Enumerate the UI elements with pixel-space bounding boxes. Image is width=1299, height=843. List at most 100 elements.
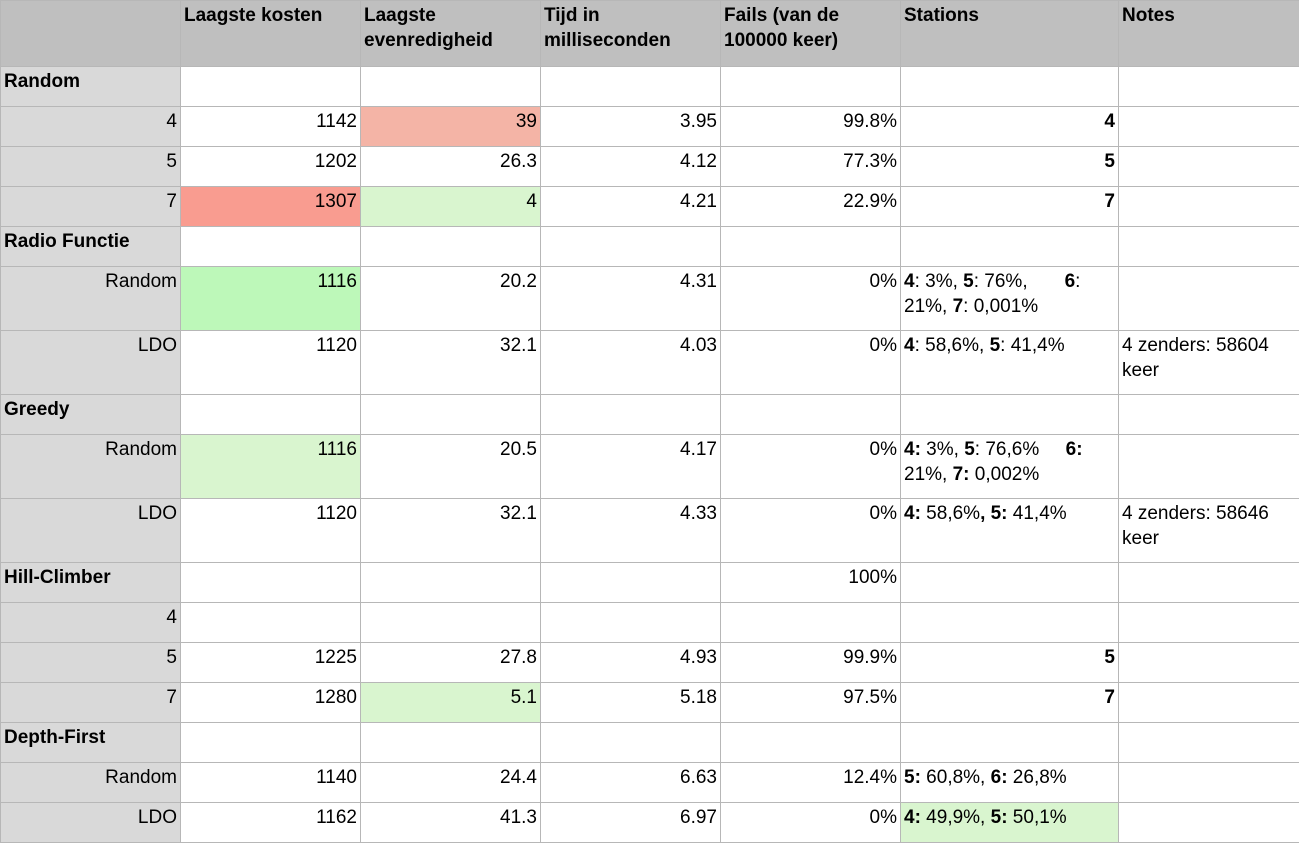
stations-cell[interactable]: 5: 60,8%, 6: 26,8% xyxy=(901,763,1119,803)
notes-cell[interactable] xyxy=(1119,147,1299,187)
fails-cell[interactable]: 99.9% xyxy=(721,643,901,683)
cell[interactable] xyxy=(901,563,1119,603)
tijd-cell[interactable]: 4.33 xyxy=(541,499,721,563)
tijd-cell[interactable]: 4.21 xyxy=(541,187,721,227)
evenredigheid-cell[interactable]: 5.1 xyxy=(361,683,541,723)
kosten-cell[interactable]: 1120 xyxy=(181,499,361,563)
notes-cell[interactable] xyxy=(1119,603,1299,643)
group-label[interactable]: Radio Functie xyxy=(1,227,181,267)
stations-cell[interactable]: 4: 58,6%, 5: 41,4% xyxy=(901,331,1119,395)
kosten-cell[interactable]: 1116 xyxy=(181,267,361,331)
cell[interactable] xyxy=(721,723,901,763)
notes-cell[interactable] xyxy=(1119,643,1299,683)
notes-cell[interactable]: 4 zenders: 58604 keer xyxy=(1119,331,1299,395)
tijd-cell[interactable]: 4.93 xyxy=(541,643,721,683)
evenredigheid-cell[interactable]: 20.5 xyxy=(361,435,541,499)
tijd-cell[interactable]: 3.95 xyxy=(541,107,721,147)
tijd-cell[interactable]: 5.18 xyxy=(541,683,721,723)
kosten-cell[interactable]: 1280 xyxy=(181,683,361,723)
row-label[interactable]: Random xyxy=(1,267,181,331)
header-tijd[interactable]: Tijd in milliseconden xyxy=(541,1,721,67)
notes-cell[interactable] xyxy=(1119,803,1299,843)
cell[interactable] xyxy=(1119,723,1299,763)
kosten-cell[interactable]: 1307 xyxy=(181,187,361,227)
kosten-cell[interactable]: 1202 xyxy=(181,147,361,187)
header-corner[interactable] xyxy=(1,1,181,67)
cell[interactable] xyxy=(721,67,901,107)
cell[interactable] xyxy=(721,227,901,267)
evenredigheid-cell[interactable] xyxy=(361,603,541,643)
tijd-cell[interactable]: 6.63 xyxy=(541,763,721,803)
cell[interactable] xyxy=(901,723,1119,763)
row-label[interactable]: 4 xyxy=(1,603,181,643)
cell[interactable] xyxy=(361,395,541,435)
evenredigheid-cell[interactable]: 26.3 xyxy=(361,147,541,187)
tijd-cell[interactable]: 4.12 xyxy=(541,147,721,187)
cell[interactable] xyxy=(181,227,361,267)
cell[interactable] xyxy=(541,227,721,267)
row-label[interactable]: LDO xyxy=(1,803,181,843)
stations-cell[interactable]: 7 xyxy=(901,187,1119,227)
evenredigheid-cell[interactable]: 32.1 xyxy=(361,499,541,563)
cell[interactable] xyxy=(181,67,361,107)
row-label[interactable]: 5 xyxy=(1,643,181,683)
cell[interactable] xyxy=(901,395,1119,435)
row-label[interactable]: Random xyxy=(1,435,181,499)
stations-cell[interactable]: 5 xyxy=(901,147,1119,187)
fails-cell[interactable]: 99.8% xyxy=(721,107,901,147)
notes-cell[interactable]: 4 zenders: 58646 keer xyxy=(1119,499,1299,563)
cell[interactable] xyxy=(361,723,541,763)
cell[interactable] xyxy=(1119,563,1299,603)
evenredigheid-cell[interactable]: 27.8 xyxy=(361,643,541,683)
notes-cell[interactable] xyxy=(1119,267,1299,331)
fails-cell[interactable]: 0% xyxy=(721,499,901,563)
evenredigheid-cell[interactable]: 41.3 xyxy=(361,803,541,843)
group-label[interactable]: Hill-Climber xyxy=(1,563,181,603)
notes-cell[interactable] xyxy=(1119,683,1299,723)
fails-cell[interactable]: 0% xyxy=(721,331,901,395)
cell[interactable] xyxy=(1119,67,1299,107)
stations-cell[interactable] xyxy=(901,603,1119,643)
evenredigheid-cell[interactable]: 24.4 xyxy=(361,763,541,803)
tijd-cell[interactable]: 4.31 xyxy=(541,267,721,331)
stations-cell[interactable]: 4: 49,9%, 5: 50,1% xyxy=(901,803,1119,843)
header-laagste-evenredigheid[interactable]: Laagste evenredigheid xyxy=(361,1,541,67)
notes-cell[interactable] xyxy=(1119,763,1299,803)
row-label[interactable]: 7 xyxy=(1,683,181,723)
cell[interactable] xyxy=(361,67,541,107)
fails-cell[interactable] xyxy=(721,603,901,643)
group-label[interactable]: Greedy xyxy=(1,395,181,435)
kosten-cell[interactable] xyxy=(181,603,361,643)
evenredigheid-cell[interactable]: 4 xyxy=(361,187,541,227)
cell[interactable] xyxy=(901,227,1119,267)
kosten-cell[interactable]: 1120 xyxy=(181,331,361,395)
row-label[interactable]: Random xyxy=(1,763,181,803)
cell[interactable] xyxy=(181,563,361,603)
tijd-cell[interactable]: 4.03 xyxy=(541,331,721,395)
kosten-cell[interactable]: 1142 xyxy=(181,107,361,147)
kosten-cell[interactable]: 1116 xyxy=(181,435,361,499)
stations-cell[interactable]: 7 xyxy=(901,683,1119,723)
cell[interactable] xyxy=(361,227,541,267)
cell[interactable] xyxy=(721,395,901,435)
tijd-cell[interactable] xyxy=(541,603,721,643)
stations-cell[interactable]: 4 xyxy=(901,107,1119,147)
fails-cell[interactable]: 0% xyxy=(721,435,901,499)
stations-cell[interactable]: 4: 3%, 5: 76%, 6: 21%, 7: 0,001% xyxy=(901,267,1119,331)
header-notes[interactable]: Notes xyxy=(1119,1,1299,67)
cell[interactable] xyxy=(1119,227,1299,267)
notes-cell[interactable] xyxy=(1119,187,1299,227)
row-label[interactable]: 7 xyxy=(1,187,181,227)
cell[interactable] xyxy=(541,395,721,435)
fails-cell[interactable]: 0% xyxy=(721,803,901,843)
header-stations[interactable]: Stations xyxy=(901,1,1119,67)
notes-cell[interactable] xyxy=(1119,107,1299,147)
cell[interactable] xyxy=(541,723,721,763)
fails-cell[interactable]: 97.5% xyxy=(721,683,901,723)
fails-cell[interactable]: 0% xyxy=(721,267,901,331)
kosten-cell[interactable]: 1140 xyxy=(181,763,361,803)
stations-cell[interactable]: 5 xyxy=(901,643,1119,683)
cell[interactable] xyxy=(901,67,1119,107)
cell[interactable] xyxy=(541,563,721,603)
notes-cell[interactable] xyxy=(1119,435,1299,499)
